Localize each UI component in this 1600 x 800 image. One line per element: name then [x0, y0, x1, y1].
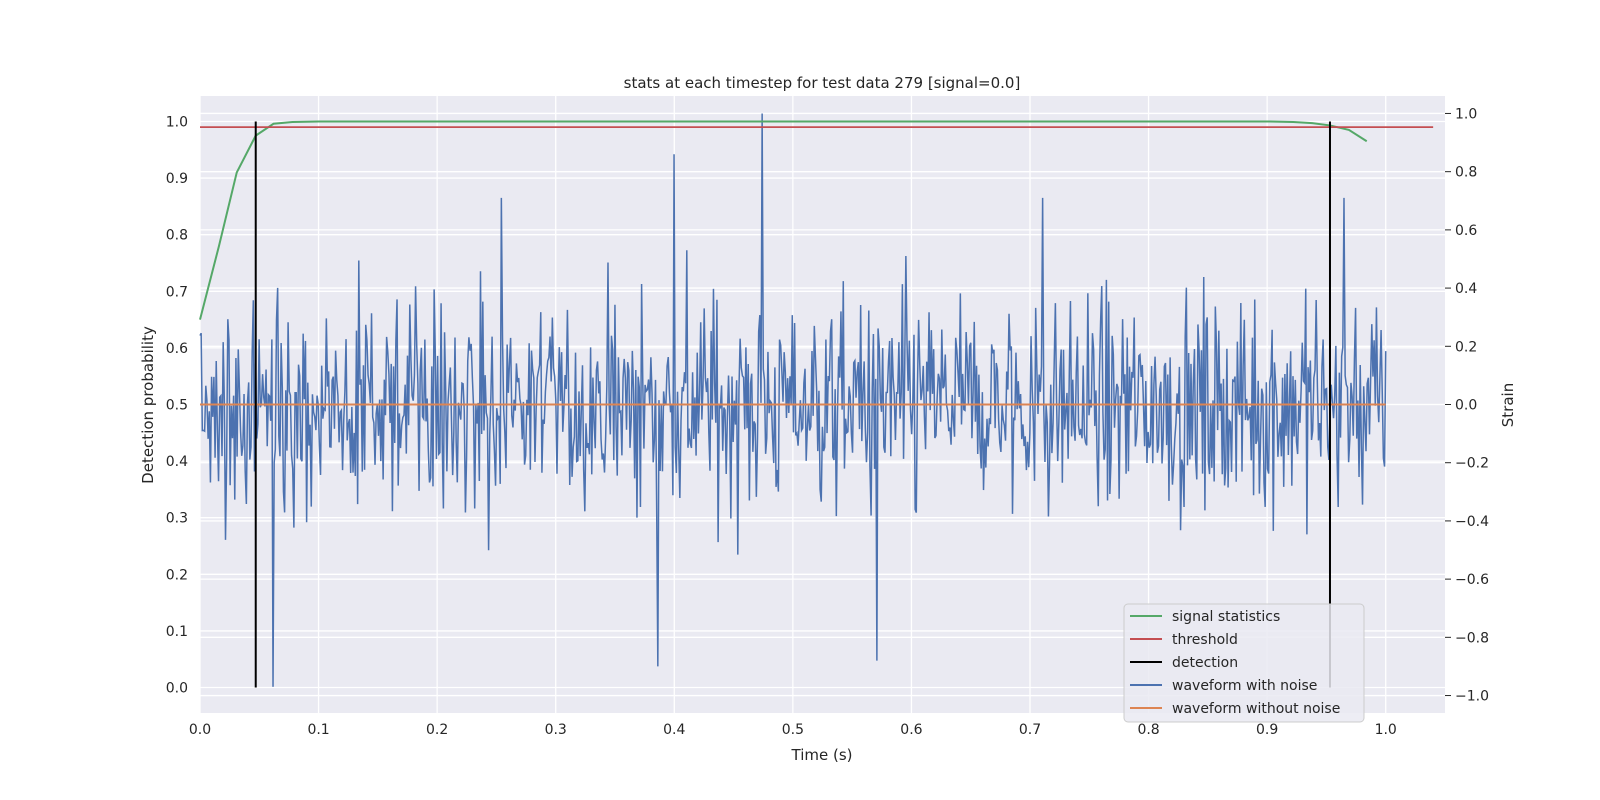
y-tick-label-left: 0.7	[166, 284, 188, 300]
x-axis-title: Time (s)	[791, 746, 853, 764]
y-tick-label-left: 0.2	[166, 567, 188, 583]
x-tick-label: 0.5	[782, 722, 804, 738]
y-tick-label-right: −1.0	[1455, 689, 1489, 705]
y-axis-title-right: Strain	[1499, 383, 1517, 427]
y-tick-label-left: 0.1	[166, 624, 188, 640]
y-tick-label-right: 0.8	[1455, 165, 1477, 181]
y-tick-label-right: 0.2	[1455, 339, 1477, 355]
y-tick-label-right: −0.4	[1455, 514, 1489, 530]
x-tick-label: 0.7	[1019, 722, 1041, 738]
y-tick-label-right: 0.6	[1455, 223, 1477, 239]
y-tick-label-left: 0.6	[166, 341, 188, 357]
y-tick-label-left: 0.3	[166, 511, 188, 527]
y-tick-label-left: 1.0	[166, 114, 188, 130]
x-tick-label: 0.8	[1137, 722, 1159, 738]
legend-label-waveform-with-noise: waveform with noise	[1172, 678, 1317, 694]
y-tick-label-right: 0.0	[1455, 398, 1477, 414]
y-tick-label-left: 0.8	[166, 228, 188, 244]
legend-label-signal-statistics: signal statistics	[1172, 609, 1280, 625]
legend-label-waveform-without-noise: waveform without noise	[1172, 701, 1340, 717]
x-tick-label: 0.0	[189, 722, 211, 738]
y-tick-label-right: 1.0	[1455, 106, 1477, 122]
legend-box	[1123, 603, 1365, 723]
legend-label-detection: detection	[1172, 655, 1238, 671]
y-tick-label-left: 0.5	[166, 398, 188, 414]
y-tick-label-right: 0.4	[1455, 281, 1477, 297]
series-signal-statistics	[199, 120, 1368, 320]
y-axis-title-left: Detection probability	[139, 326, 157, 484]
x-tick-label: 0.2	[426, 722, 448, 738]
series-waveform-with-noise	[199, 113, 1387, 687]
legend: signal statistics threshold detection wa…	[1123, 603, 1365, 723]
y-tick-label-right: −0.2	[1455, 456, 1489, 472]
series-layer	[199, 113, 1434, 688]
x-tick-label: 1.0	[1375, 722, 1397, 738]
x-tick-label: 0.9	[1256, 722, 1278, 738]
ticks: 0.0 0.1 0.2 0.3 0.4 0.5 0.6 0.7 0.8 0.9 1.0 0.0 0.1 0…	[166, 106, 1489, 738]
chart-title: stats at each timestep for test data 279…	[624, 74, 1021, 92]
legend-label-threshold: threshold	[1172, 632, 1238, 648]
x-tick-label: 0.6	[900, 722, 922, 738]
y-tick-label-right: −0.8	[1455, 630, 1489, 646]
y-tick-label-right: −0.6	[1455, 572, 1489, 588]
x-tick-label: 0.1	[307, 722, 329, 738]
y-tick-label-left: 0.9	[166, 171, 188, 187]
y-tick-label-left: 0.0	[166, 681, 188, 697]
x-tick-label: 0.4	[663, 722, 685, 738]
x-tick-label: 0.3	[545, 722, 567, 738]
y-tick-label-left: 0.4	[166, 454, 188, 470]
